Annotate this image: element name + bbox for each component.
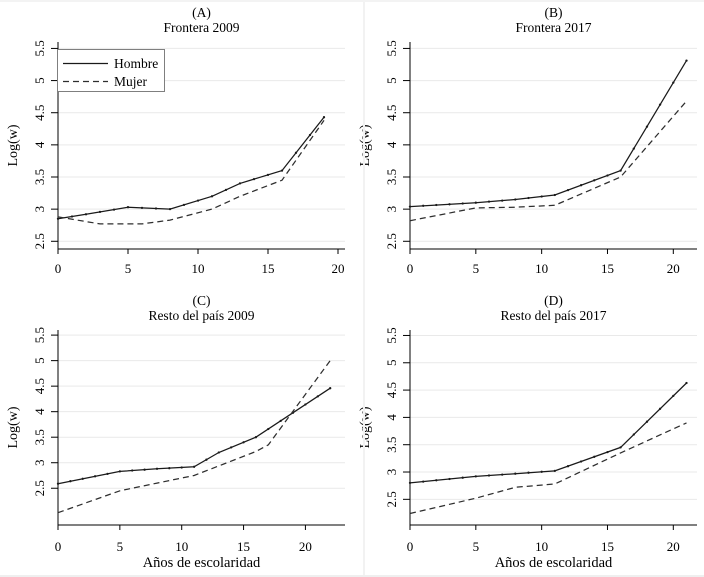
y-tick-label: 3.5 (32, 429, 47, 445)
legend-label-hombre: Hombre (114, 56, 158, 71)
y-tick-label: 5.5 (32, 327, 47, 343)
x-tick-label: 20 (667, 261, 680, 276)
x-axis-ticks: 0 5 10 15 20 (55, 249, 345, 276)
y-tick-label: 5.5 (384, 327, 399, 343)
x-tick-label: 10 (535, 261, 548, 276)
axes (409, 42, 697, 250)
y-tick-label: 4.5 (32, 105, 47, 121)
y-tick-label: 3 (32, 206, 47, 213)
x-tick-label: 5 (125, 261, 132, 276)
panel-title: Frontera 2017 (515, 20, 591, 35)
x-axis-ticks: 0 5 10 15 20 (407, 525, 680, 554)
y-axis-title: Log(w) (6, 406, 21, 448)
bottom-edge (0, 575, 704, 577)
panel-title: Resto del país 2017 (500, 308, 606, 323)
series-mujer-line (409, 422, 687, 515)
x-tick-label: 10 (192, 261, 205, 276)
y-tick-label: 5.5 (384, 40, 399, 56)
panel-title: Resto del país 2009 (148, 308, 254, 323)
panel-tag: (C) (193, 293, 211, 308)
y-tick-label: 2.5 (384, 491, 399, 507)
x-tick-label: 15 (262, 261, 275, 276)
y-tick-label: 5 (384, 77, 399, 84)
y-tick-label: 5 (32, 357, 47, 364)
x-tick-label: 15 (601, 261, 614, 276)
x-tick-label: 0 (407, 261, 414, 276)
y-tick-label: 3.5 (384, 437, 399, 453)
x-tick-label: 10 (535, 539, 548, 554)
x-tick-label: 10 (175, 539, 188, 554)
y-axis-ticks: 2.5 3 3.5 4 4.5 5 5.5 (32, 40, 58, 249)
y-tick-label: 4.5 (384, 382, 399, 398)
y-tick-label: 4 (32, 141, 47, 148)
series-mujer-line (57, 120, 325, 225)
x-tick-label: 20 (299, 539, 312, 554)
y-axis-ticks: 2.5 3 3.5 4 4.5 5 5.5 (384, 327, 410, 507)
y-tick-label: 4.5 (384, 105, 399, 121)
x-axis-ticks: 0 5 10 15 20 (55, 525, 312, 554)
panel-c: (C) Resto del país 2009 2.5 3 3.5 4 4.5 5 5.5 0 5 1… (0, 288, 352, 577)
y-axis-title: Log(w) (358, 406, 373, 448)
y-axis-ticks: 2.5 3 3.5 4 4.5 5 5.5 (32, 327, 58, 496)
x-tick-label: 20 (667, 539, 680, 554)
x-axis-title: Años de escolaridad (143, 555, 261, 571)
series-hombre-line (408, 381, 688, 485)
x-tick-label: 15 (237, 539, 250, 554)
x-tick-label: 5 (473, 261, 480, 276)
gridlines (58, 334, 345, 489)
series-mujer-line (57, 360, 331, 514)
y-tick-label: 3.5 (32, 169, 47, 185)
panel-b-chart: (B)Frontera 2017 2.5 3 3.5 4 4.5 5 5.5 0 5 10 15 20 L… (358, 5, 697, 276)
x-tick-label: 5 (473, 539, 480, 554)
legend-label-mujer: Mujer (114, 74, 147, 89)
series-hombre-line (408, 59, 688, 208)
panel-c-chart: (C)Resto del país 2009 2.5 3 3.5 4 4.5 5 5.5 0 5 1… (6, 293, 345, 571)
y-tick-label: 3.5 (384, 169, 399, 185)
gridlines (410, 334, 697, 500)
top-edge (0, 0, 704, 2)
y-tick-label: 5 (32, 77, 47, 84)
panel-b: (B) Frontera 2017 2.5 3 3.5 4 4.5 5 5.5 0 5 10 15 20 L… (352, 0, 704, 288)
y-axis-title: Log(w) (6, 124, 21, 166)
series-hombre-line (56, 387, 332, 485)
x-tick-label: 5 (117, 539, 124, 554)
axes (409, 330, 697, 526)
panel-a-chart: (A)Frontera 2009 2.5 3 3.5 4 4.5 5 5.5 0 5 10 15 20 L… (6, 5, 345, 276)
x-tick-label: 0 (55, 261, 62, 276)
panel-tag: (A) (192, 5, 211, 20)
y-axis-title: Log(w) (358, 124, 373, 166)
y-tick-label: 4.5 (32, 378, 47, 394)
panel-divider (363, 0, 365, 577)
y-tick-label: 4 (384, 414, 399, 421)
panel-a: (A) Frontera 2009 2.5 3 3.5 4 4.5 5 5.5 0 5 10 15 20 L… (0, 0, 352, 288)
y-tick-label: 2.5 (384, 233, 399, 249)
x-tick-label: 0 (407, 539, 414, 554)
y-tick-label: 3 (32, 459, 47, 466)
panel-tag: (D) (544, 293, 563, 308)
x-axis-ticks: 0 5 10 15 20 (407, 249, 680, 276)
series-mujer-line (409, 100, 687, 222)
series-hombre-line (56, 116, 326, 220)
y-tick-label: 4 (32, 408, 47, 415)
y-tick-label: 2.5 (32, 233, 47, 249)
x-tick-label: 20 (332, 261, 345, 276)
axes (57, 330, 345, 526)
y-tick-label: 5.5 (32, 40, 47, 56)
y-axis-ticks: 2.5 3 3.5 4 4.5 5 5.5 (384, 40, 410, 249)
y-tick-label: 3 (384, 469, 399, 476)
y-tick-label: 3 (384, 206, 399, 213)
panel-tag: (B) (545, 5, 563, 20)
legend: Hombre Mujer (57, 49, 165, 92)
panel-d-chart: (D)Resto del país 2017 2.5 3 3.5 4 4.5 5 5.5 0 5 1… (358, 293, 697, 571)
panel-d: (D) Resto del país 2017 2.5 3 3.5 4 4.5 5 5.5 0 5 1… (352, 288, 704, 577)
y-tick-label: 5 (384, 360, 399, 367)
x-axis-title: Años de escolaridad (495, 555, 613, 571)
x-tick-label: 15 (601, 539, 614, 554)
x-tick-label: 0 (55, 539, 62, 554)
panel-title: Frontera 2009 (163, 20, 239, 35)
y-tick-label: 2.5 (32, 480, 47, 496)
y-tick-label: 4 (384, 141, 399, 148)
